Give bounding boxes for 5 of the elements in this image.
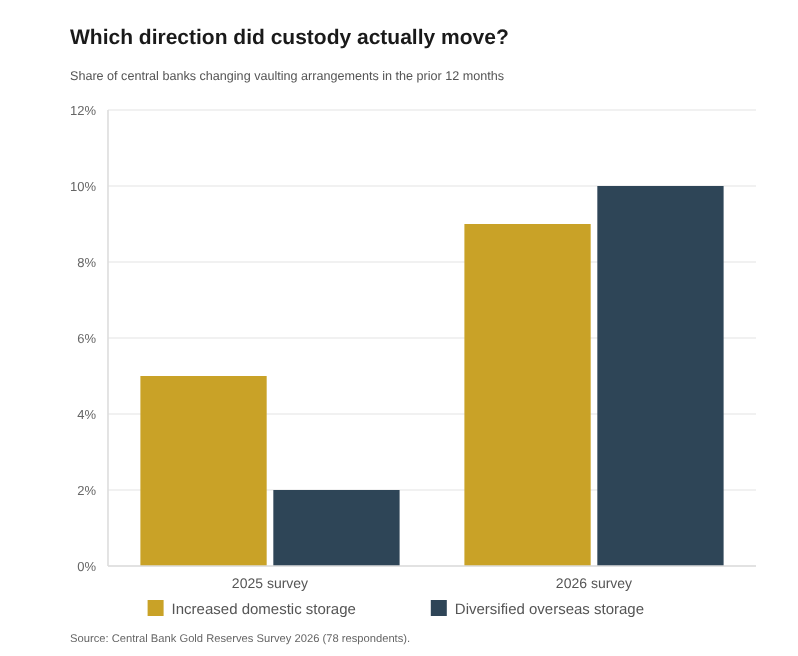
chart-title: Which direction did custody actually move? (70, 26, 509, 50)
bar (273, 490, 400, 566)
bar (464, 224, 591, 566)
bar (140, 376, 267, 566)
bar (597, 186, 724, 566)
